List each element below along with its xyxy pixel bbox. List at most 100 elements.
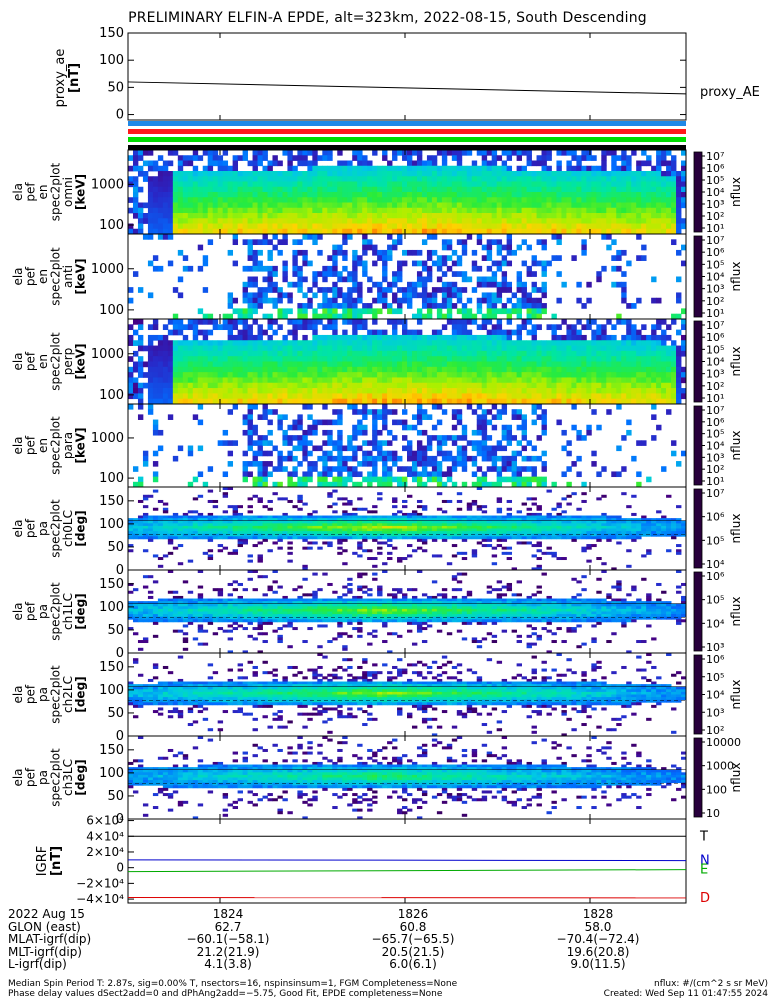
- heatmap-cell: [392, 329, 398, 336]
- heatmap-cell: [426, 334, 433, 341]
- heatmap-cell: [197, 329, 204, 336]
- heatmap-cell: [357, 377, 363, 384]
- heatmap-cell: [267, 181, 273, 188]
- heatmap-cell: [441, 366, 448, 373]
- heatmap-cell: [142, 531, 149, 535]
- heatmap-cell: [257, 528, 263, 532]
- heatmap-cell: [382, 440, 388, 446]
- heatmap-cell: [132, 382, 139, 389]
- heatmap-cell: [307, 234, 313, 240]
- heatmap-cell: [232, 377, 239, 384]
- heatmap-cell: [362, 356, 368, 362]
- heatmap-cell: [546, 223, 552, 230]
- heatmap-cell: [636, 471, 642, 478]
- heatmap-cell: [387, 409, 393, 415]
- heatmap-cell: [531, 388, 537, 394]
- heatmap-cell: [551, 218, 557, 224]
- heatmap-cell: [372, 260, 378, 267]
- heatmap-cell: [526, 361, 532, 368]
- heatmap-cell: [232, 192, 239, 198]
- heatmap-cell: [546, 398, 552, 405]
- heatmap-cell: [128, 533, 134, 537]
- heatmap-cell: [247, 313, 253, 320]
- heatmap-cell: [242, 471, 248, 478]
- heatmap-cell: [312, 271, 318, 277]
- heatmap-cell: [287, 398, 293, 405]
- heatmap-cell: [372, 361, 378, 368]
- heatmap-cell: [496, 393, 503, 400]
- heatmap-cell: [496, 186, 503, 193]
- heatmap-cell: [431, 171, 438, 177]
- heatmap-cell: [596, 213, 602, 219]
- heatmap-cell: [212, 536, 219, 540]
- heatmap-cell: [297, 155, 303, 161]
- heatmap-cell: [461, 176, 468, 182]
- heatmap-cell: [152, 356, 159, 362]
- heatmap-cell: [656, 171, 662, 177]
- heatmap-cell: [297, 223, 303, 230]
- heatmap-cell: [626, 329, 632, 336]
- heatmap-cell: [252, 404, 258, 410]
- heatmap-cell: [576, 297, 582, 304]
- heatmap-cell: [302, 450, 308, 457]
- heatmap-cell: [128, 340, 134, 346]
- heatmap-cell: [332, 531, 338, 535]
- heatmap-cell: [312, 388, 318, 394]
- heatmap-cell: [461, 350, 468, 357]
- heatmap-cell: [242, 329, 248, 336]
- heatmap-cell: [626, 319, 632, 325]
- heatmap-cell: [287, 186, 293, 193]
- heatmap-cell: [387, 466, 393, 472]
- heatmap-cell: [162, 350, 169, 357]
- heatmap-cell: [496, 197, 503, 203]
- heatmap-cell: [252, 228, 258, 235]
- heatmap-cell: [387, 249, 393, 256]
- heatmap-cell: [392, 218, 398, 224]
- heatmap-cell: [387, 181, 393, 188]
- heatmap-cell: [516, 313, 522, 320]
- heatmap-cell: [197, 445, 204, 452]
- heatmap-cell: [152, 525, 159, 529]
- heatmap-cell: [402, 372, 408, 378]
- heatmap-cell: [217, 345, 224, 352]
- heatmap-cell: [362, 345, 368, 352]
- heatmap-cell: [282, 276, 288, 283]
- heatmap-cell: [157, 372, 164, 378]
- heatmap-cell: [202, 329, 209, 336]
- heatmap-cell: [267, 202, 273, 209]
- heatmap-cell: [616, 228, 622, 235]
- heatmap-cell: [227, 366, 234, 373]
- heatmap-cell: [312, 207, 318, 214]
- heatmap-cell: [302, 234, 308, 240]
- heatmap-cell: [247, 171, 253, 177]
- heatmap-cell: [327, 192, 333, 198]
- heatmap-cell: [561, 366, 567, 373]
- heatmap-cell: [327, 393, 333, 400]
- heatmap-cell: [466, 313, 473, 320]
- heatmap-cell: [377, 186, 383, 193]
- heatmap-cell: [287, 518, 293, 522]
- heatmap-cell: [511, 435, 517, 441]
- heatmap-cell: [227, 218, 234, 224]
- heatmap-cell: [317, 197, 323, 203]
- heatmap-cell: [561, 202, 567, 209]
- heatmap-cell: [566, 160, 572, 167]
- heatmap-cell: [501, 213, 508, 219]
- heatmap-cell: [476, 165, 483, 172]
- heatmap-cell: [282, 525, 288, 529]
- heatmap-cell: [352, 466, 358, 472]
- heatmap-cell: [237, 186, 243, 193]
- heatmap-cell: [446, 308, 453, 315]
- heatmap-cell: [372, 202, 378, 209]
- heatmap-cell: [586, 372, 592, 378]
- heatmap-cell: [267, 536, 273, 540]
- heatmap-cell: [322, 356, 328, 362]
- heatmap-cell: [441, 255, 448, 261]
- heatmap-cell: [387, 303, 393, 309]
- heatmap-cell: [202, 228, 209, 235]
- heatmap-cell: [367, 303, 373, 309]
- heatmap-cell: [202, 528, 209, 532]
- heatmap-cell: [357, 324, 363, 331]
- heatmap-cell: [511, 150, 517, 156]
- heatmap-cell: [506, 388, 513, 394]
